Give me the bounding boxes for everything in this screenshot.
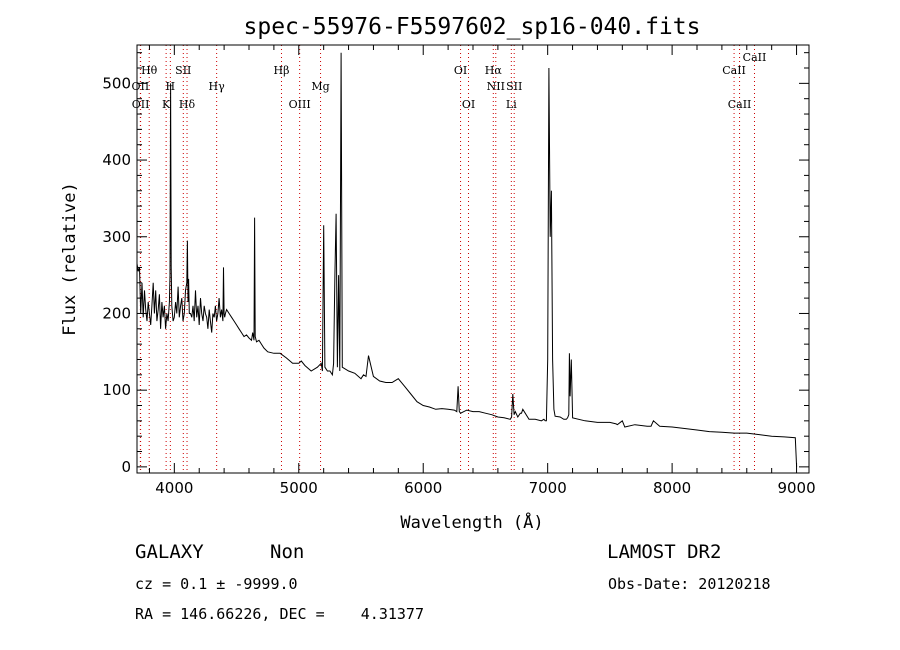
y-tick-label: 100 xyxy=(102,381,131,399)
line-label-2: OII xyxy=(132,98,150,111)
object-subclass: Non xyxy=(270,541,305,563)
line-label-13: Hα xyxy=(485,64,503,77)
line-label-1: OII xyxy=(132,80,150,93)
line-label-9: Mg xyxy=(311,80,329,93)
x-tick-label: 9000 xyxy=(777,479,815,497)
redshift-info: cz = 0.1 ± -9999.0 xyxy=(135,575,298,593)
line-label-0: Hθ xyxy=(141,64,158,77)
x-tick-label: 8000 xyxy=(653,479,691,497)
y-tick-label: 300 xyxy=(102,228,131,246)
x-tick-label: 7000 xyxy=(529,479,567,497)
y-axis-label: Flux (relative) xyxy=(60,182,80,336)
line-label-5: SII xyxy=(175,64,191,77)
y-tick-label: 0 xyxy=(121,458,131,476)
chart-title: spec-55976-F5597602_sp16-040.fits xyxy=(244,14,701,40)
x-tick-label: 5000 xyxy=(280,479,318,497)
line-label-8: Hβ xyxy=(274,64,290,77)
obs-date: Obs-Date: 20120218 xyxy=(608,575,771,593)
emission-line-markers xyxy=(139,45,755,473)
x-tick-label: 4000 xyxy=(155,479,193,497)
line-label-18: CaII xyxy=(728,98,752,111)
survey-name: LAMOST DR2 xyxy=(607,541,722,563)
coordinates: RA = 146.66226, DEC = 4.31377 xyxy=(135,605,424,623)
x-axis-label: Wavelength (Å) xyxy=(400,511,543,533)
line-label-10: OIII xyxy=(289,98,311,111)
line-label-11: OI xyxy=(454,64,467,77)
line-label-17: CaII xyxy=(722,64,746,77)
line-label-6: Hδ xyxy=(179,98,196,111)
emission-line-labels: HθOIIOIIHKSIIHδHγHβMgOIIIOIOIHαNIILiSIIC… xyxy=(132,51,767,111)
x-axis-ticks: 4000 5000 6000 7000 8000 9000 xyxy=(148,45,816,497)
line-label-15: Li xyxy=(506,98,517,111)
object-type: GALAXY xyxy=(135,541,204,563)
y-tick-label: 200 xyxy=(102,304,131,322)
line-label-16: SII xyxy=(506,80,522,93)
spectrum-line xyxy=(136,52,798,467)
line-label-4: K xyxy=(162,98,171,111)
line-label-14: NII xyxy=(487,80,505,93)
line-label-12: OI xyxy=(462,98,475,111)
y-tick-label: 400 xyxy=(102,151,131,169)
x-tick-label: 6000 xyxy=(404,479,442,497)
line-label-7: Hγ xyxy=(209,80,226,93)
line-label-19: CaII xyxy=(743,51,767,64)
y-tick-label: 500 xyxy=(102,74,131,92)
y-axis-ticks: 0 100 200 300 400 500 xyxy=(102,52,809,476)
